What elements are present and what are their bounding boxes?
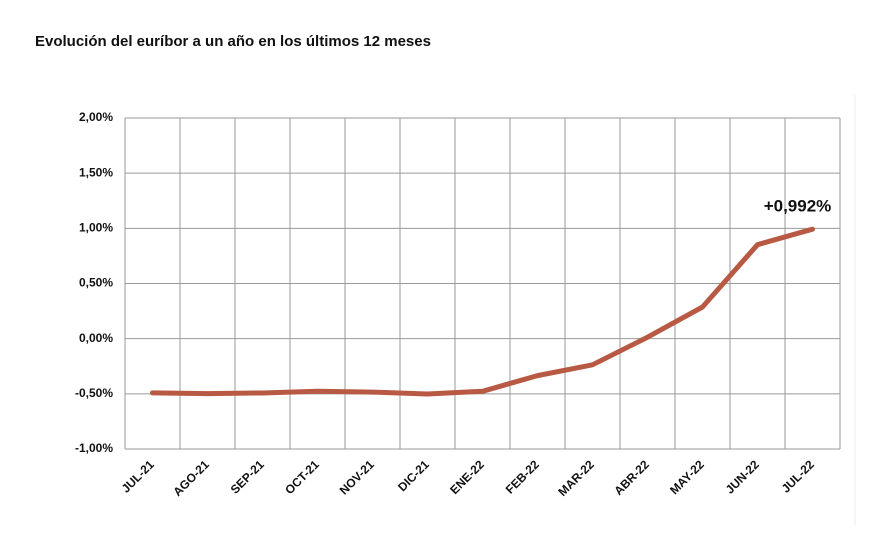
y-tick-label: -0,50%: [75, 386, 113, 400]
x-tick-label: JUL-22: [779, 457, 817, 495]
y-tick-label: -1,00%: [75, 441, 113, 455]
x-tick-label: OCT-21: [282, 457, 322, 497]
x-tick-label: NOV-21: [337, 457, 377, 497]
line-series: [150, 226, 815, 397]
y-tick-label: 2,00%: [79, 110, 113, 124]
x-tick-label: MAR-22: [555, 457, 597, 499]
x-tick-label: JUN-22: [723, 457, 762, 496]
x-tick-label: DIC-21: [395, 457, 432, 494]
x-tick-label: ENE-22: [447, 457, 487, 497]
y-tick-label: 0,50%: [79, 276, 113, 290]
y-tick-label: 1,00%: [79, 221, 113, 235]
x-tick-label: AGO-21: [170, 457, 212, 499]
chart-title: Evolución del euríbor a un año en los úl…: [35, 33, 431, 50]
x-tick-label: JUL-21: [119, 457, 157, 495]
x-tick-label: ABR-22: [611, 457, 652, 498]
y-tick-label: 0,00%: [79, 331, 113, 345]
x-tick-label: MAY-22: [667, 457, 707, 497]
x-tick-label: SEP-21: [228, 457, 267, 496]
y-tick-label: 1,50%: [79, 165, 113, 179]
data-label: +0,992%: [764, 197, 832, 216]
x-tick-label: FEB-22: [503, 457, 542, 496]
